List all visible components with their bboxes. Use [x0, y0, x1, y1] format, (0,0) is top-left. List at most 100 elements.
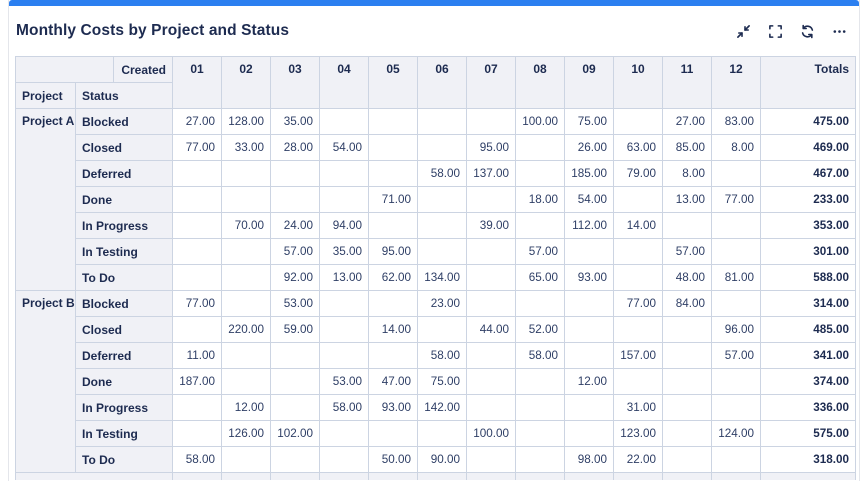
value-cell: 23.00 [417, 290, 467, 317]
row-total-cell: 301.00 [760, 238, 856, 265]
row-total-cell: 588.00 [760, 264, 856, 291]
value-cell [466, 394, 516, 421]
value-cell: 81.00 [711, 264, 761, 291]
fullscreen-icon[interactable] [768, 24, 783, 39]
value-cell [613, 368, 663, 395]
value-cell [221, 290, 271, 317]
value-cell [466, 108, 516, 135]
value-cell: 31.00 [613, 394, 663, 421]
month-column-header: 07 [466, 56, 516, 109]
value-cell: 11.00 [172, 342, 222, 369]
header-row-2: Project Status [15, 82, 856, 109]
value-cell: 54.00 [319, 134, 369, 161]
table-row: In Progress 70.00 24.00 94.00 39.00 112.00 14.… [16, 212, 856, 239]
value-cell [613, 238, 663, 265]
value-cell: 13.00 [319, 264, 369, 291]
cut-off-cell [172, 472, 222, 480]
cut-off-cell [15, 472, 173, 480]
value-cell [515, 368, 565, 395]
value-cell [172, 160, 222, 187]
cut-off-cell [417, 472, 467, 480]
value-cell: 35.00 [270, 108, 320, 135]
value-cell: 57.00 [662, 238, 712, 265]
value-cell: 58.00 [417, 342, 467, 369]
value-cell [172, 394, 222, 421]
status-cell: In Testing [75, 420, 173, 447]
value-cell [417, 212, 467, 239]
value-cell: 14.00 [613, 212, 663, 239]
value-cell [172, 420, 222, 447]
value-cell [221, 342, 271, 369]
value-cell [466, 290, 516, 317]
value-cell: 128.00 [221, 108, 271, 135]
value-cell [662, 446, 712, 473]
more-icon[interactable] [832, 24, 847, 39]
value-cell: 134.00 [417, 264, 467, 291]
table-row: In Testing 57.00 35.00 95.00 57.00 57.00 301.0… [16, 238, 856, 265]
refresh-icon[interactable] [800, 24, 815, 39]
row-total-cell: 341.00 [760, 342, 856, 369]
value-cell [172, 264, 222, 291]
gadget-accent-bar [9, 0, 859, 6]
value-cell: 100.00 [515, 108, 565, 135]
cut-off-cell [760, 472, 856, 480]
value-cell: 85.00 [662, 134, 712, 161]
value-cell: 39.00 [466, 212, 516, 239]
value-cell [417, 186, 467, 213]
row-total-cell: 318.00 [760, 446, 856, 473]
value-cell: 185.00 [564, 160, 614, 187]
value-cell [662, 394, 712, 421]
value-cell: 71.00 [368, 186, 418, 213]
value-cell [515, 394, 565, 421]
value-cell [613, 316, 663, 343]
value-cell [711, 238, 761, 265]
cut-off-cell [270, 472, 320, 480]
value-cell [662, 316, 712, 343]
cut-off-cell [319, 472, 369, 480]
value-cell [662, 420, 712, 447]
value-cell [564, 394, 614, 421]
month-column-header: 05 [368, 56, 418, 109]
month-column-header: 09 [564, 56, 614, 109]
value-cell: 90.00 [417, 446, 467, 473]
value-cell: 75.00 [564, 108, 614, 135]
value-cell: 112.00 [564, 212, 614, 239]
value-cell: 8.00 [711, 134, 761, 161]
status-cell: Closed [75, 316, 173, 343]
row-total-cell: 374.00 [760, 368, 856, 395]
table-row: Deferred 58.00 137.00 185.00 79.00 8.00 467.00 [16, 160, 856, 187]
value-cell [613, 108, 663, 135]
value-cell [466, 264, 516, 291]
pivot-body: Project A Blocked 27.00 128.00 35.00 100.00 75… [15, 108, 856, 480]
value-cell [319, 342, 369, 369]
row-total-cell: 469.00 [760, 134, 856, 161]
value-cell [515, 446, 565, 473]
month-column-header: 02 [221, 56, 271, 109]
value-cell: 58.00 [515, 342, 565, 369]
value-cell [172, 212, 222, 239]
value-cell [368, 212, 418, 239]
value-cell [417, 238, 467, 265]
value-cell: 92.00 [270, 264, 320, 291]
value-cell: 24.00 [270, 212, 320, 239]
table-row: Deferred 11.00 58.00 58.00 157.00 57.00 341.00 [16, 342, 856, 369]
value-cell [319, 160, 369, 187]
value-cell [368, 290, 418, 317]
value-cell [417, 134, 467, 161]
value-cell: 62.00 [368, 264, 418, 291]
value-cell: 54.00 [564, 186, 614, 213]
value-cell: 22.00 [613, 446, 663, 473]
value-cell: 28.00 [270, 134, 320, 161]
value-cell: 77.00 [613, 290, 663, 317]
value-cell [221, 238, 271, 265]
value-cell [368, 342, 418, 369]
value-cell: 48.00 [662, 264, 712, 291]
value-cell [270, 368, 320, 395]
value-cell: 44.00 [466, 316, 516, 343]
value-cell [515, 420, 565, 447]
value-cell [564, 316, 614, 343]
value-cell [368, 108, 418, 135]
collapse-icon[interactable] [736, 24, 751, 39]
value-cell [515, 134, 565, 161]
value-cell [466, 342, 516, 369]
